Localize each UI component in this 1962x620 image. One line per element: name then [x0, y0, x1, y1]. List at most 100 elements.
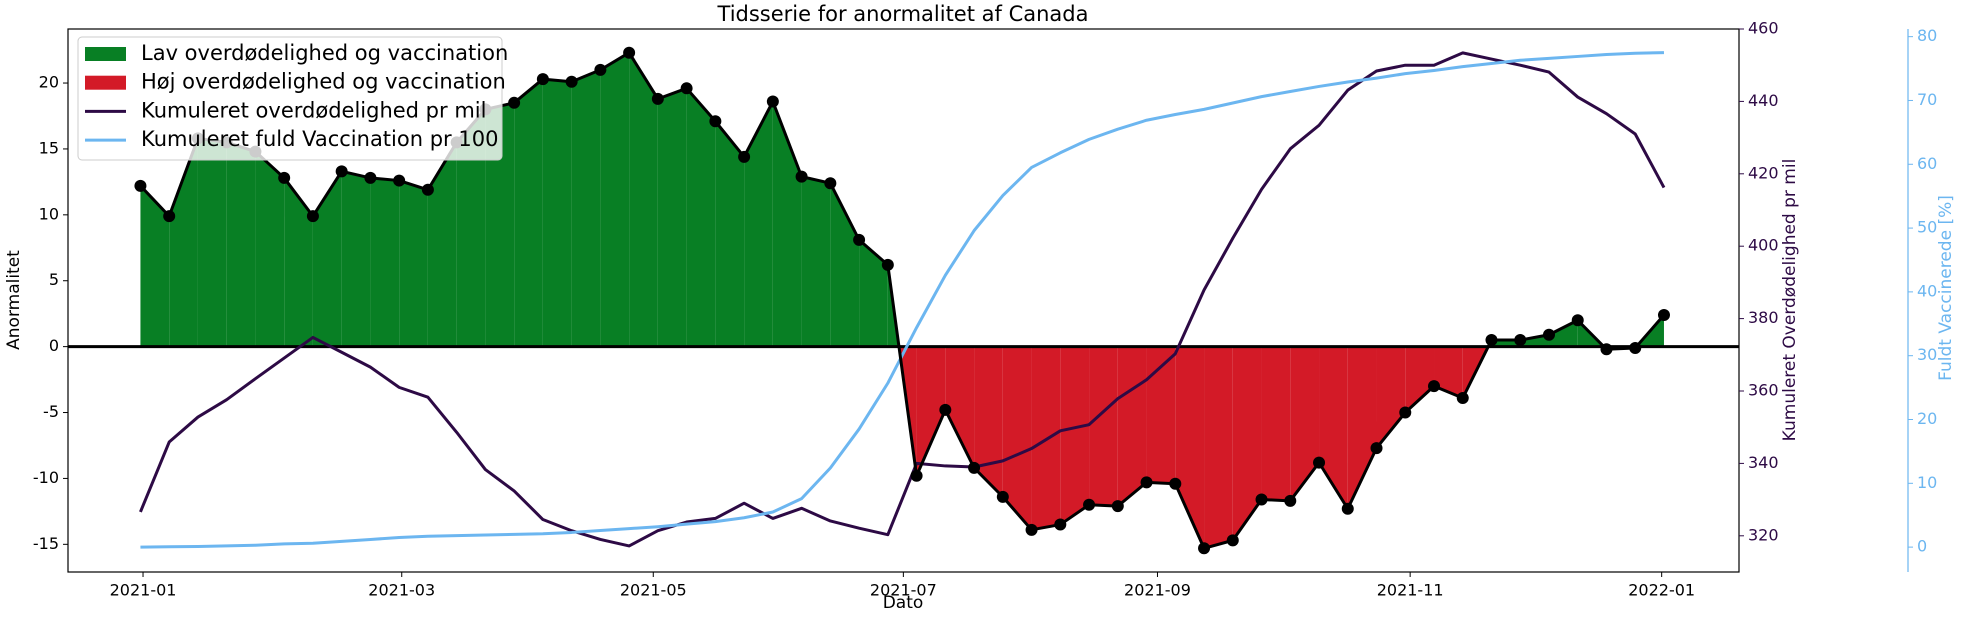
y3-tick-label: 10	[1917, 473, 1937, 492]
anomaly-marker	[795, 170, 808, 183]
anomaly-marker	[1198, 542, 1211, 555]
y-tick-label: 15	[39, 138, 59, 157]
anomaly-fills	[140, 52, 1664, 549]
y2-tick-label: 400	[1748, 236, 1779, 255]
anomaly-marker	[1571, 314, 1584, 327]
anomaly-marker	[536, 73, 549, 86]
chart-title: Tidsserie for anormalitet af Canada	[717, 2, 1089, 26]
anomaly-marker	[853, 233, 866, 246]
anomaly-fill	[197, 138, 227, 347]
y3-tick-label: 50	[1917, 218, 1937, 237]
x-tick-label: 2021-07	[870, 581, 937, 600]
anomaly-fill	[226, 142, 256, 347]
anomaly-fill	[1319, 346, 1348, 509]
y3-tick-label: 20	[1917, 409, 1937, 428]
y2-tick-label: 380	[1748, 308, 1779, 327]
y3-tick-label: 80	[1917, 26, 1937, 45]
anomaly-marker	[565, 75, 578, 88]
anomaly-fill	[1290, 346, 1320, 501]
anomaly-fill	[312, 171, 342, 347]
y-tick-label: -10	[33, 468, 59, 487]
anomaly-marker	[1284, 494, 1297, 507]
anomaly-marker	[1456, 392, 1469, 405]
anomaly-fill	[1405, 346, 1435, 413]
anomaly-fill	[1347, 346, 1377, 509]
y-tick-label: -5	[43, 402, 59, 421]
anomaly-fill	[1491, 340, 1521, 347]
legend-box	[77, 36, 503, 161]
anomaly-marker	[680, 82, 693, 95]
anomaly-marker	[335, 165, 348, 178]
anomaly-fill	[1002, 346, 1032, 530]
anomaly-fill	[284, 177, 313, 347]
anomaly-fill	[370, 177, 400, 347]
anomaly-marker	[1255, 493, 1268, 506]
anomaly-fill	[916, 346, 946, 476]
y-tick-label: 5	[49, 270, 59, 289]
y-tick-label: 20	[39, 73, 59, 92]
anomaly-marker	[766, 95, 779, 108]
anomaly-fill	[715, 121, 745, 347]
anomaly-marker	[306, 210, 319, 223]
anomaly-fill	[341, 171, 371, 347]
series-line	[139, 51, 1666, 548]
y2-axis-label: Kumuleret Overdødelighed pr mil	[1780, 159, 1800, 442]
anomaly-fill	[485, 102, 515, 347]
y3-axis-label: Fuldt Vaccinerede [%]	[1936, 195, 1956, 381]
anomaly-marker	[939, 403, 952, 416]
anomaly-fill	[1146, 346, 1176, 484]
anomaly-fill	[1060, 346, 1090, 525]
y2-tick-label: 340	[1748, 453, 1779, 472]
anomaly-marker	[1542, 328, 1555, 341]
anomaly-fill	[1232, 346, 1262, 541]
anomaly-marker	[393, 174, 406, 187]
anomaly-marker	[1657, 308, 1670, 321]
legend: Lav overdødelighed og vaccination Høj ove…	[77, 36, 508, 161]
legend-label: Lav overdødelighed og vaccination	[141, 41, 508, 65]
legend-swatch	[85, 75, 126, 90]
anomaly-marker	[881, 258, 894, 271]
anomaly-fill	[514, 79, 543, 347]
anomaly-fill	[542, 79, 572, 347]
anomaly-marker	[163, 210, 176, 223]
y3-tick-label: 60	[1917, 154, 1937, 173]
anomaly-fill	[657, 88, 687, 347]
anomaly-fill	[1261, 346, 1291, 501]
anomaly-marker	[1485, 334, 1498, 347]
anomaly-fill	[600, 52, 630, 347]
anomaly-marker	[1514, 334, 1527, 347]
anomaly-fill	[629, 52, 658, 347]
y-tick-label: 0	[49, 336, 59, 355]
anomaly-marker	[1111, 500, 1124, 513]
anomaly-marker	[1629, 341, 1642, 354]
anomaly-marker	[1226, 534, 1239, 547]
anomaly-marker	[1083, 498, 1096, 511]
x-tick-label: 2022-01	[1628, 581, 1695, 600]
anomaly-fill	[1520, 334, 1549, 347]
y3-tick-label: 40	[1917, 281, 1937, 300]
anomaly-marker	[1399, 406, 1412, 419]
anomaly-marker	[278, 171, 291, 184]
y2-tick-label: 320	[1748, 525, 1779, 544]
anomaly-fill	[974, 346, 1003, 497]
anomaly-marker	[594, 63, 607, 76]
legend-label: Høj overdødelighed og vaccination	[141, 70, 506, 94]
legend-swatch	[85, 47, 126, 61]
x-tick-label: 2021-09	[1124, 581, 1191, 600]
anomaly-fill	[772, 101, 802, 347]
anomaly-fill	[399, 180, 428, 347]
legend-label: Kumuleret overdødelighed pr mil	[141, 98, 486, 122]
legend-label: Kumuleret fuld Vaccination pr 100	[141, 127, 498, 151]
anomaly-fill	[1089, 346, 1118, 507]
anomaly-marker	[910, 469, 923, 482]
anomaly-marker	[968, 461, 981, 474]
anomaly-marker	[1169, 477, 1182, 490]
x-axis-label: Dato	[883, 593, 924, 613]
anomaly-fill	[744, 101, 773, 347]
anomaly-marker	[1140, 476, 1153, 489]
anomaly-fill	[571, 69, 601, 347]
x-tick-label: 2021-01	[110, 581, 177, 600]
anomaly-marker	[623, 46, 636, 59]
y2-tick-label: 360	[1748, 381, 1779, 400]
